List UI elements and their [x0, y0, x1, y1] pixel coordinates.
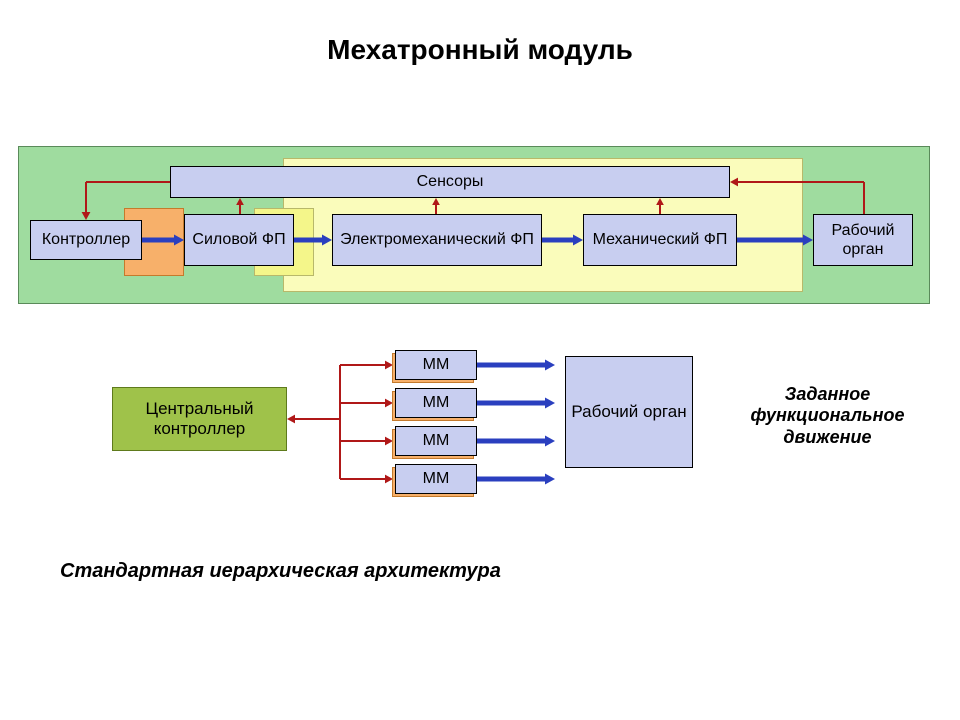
node-mm-1: ММ [395, 388, 477, 418]
node-mm-2: ММ [395, 426, 477, 456]
output-label: Заданное функциональное движение [710, 380, 945, 452]
node-mm-0: ММ [395, 350, 477, 380]
subtitle: Стандартная иерархическая архитектура [60, 560, 660, 590]
node-actuator-2: Рабочий орган [565, 356, 693, 468]
arrows-svg [0, 0, 960, 720]
node-mm-3: ММ [395, 464, 477, 494]
node-central-controller: Центральный контроллер [112, 387, 287, 451]
